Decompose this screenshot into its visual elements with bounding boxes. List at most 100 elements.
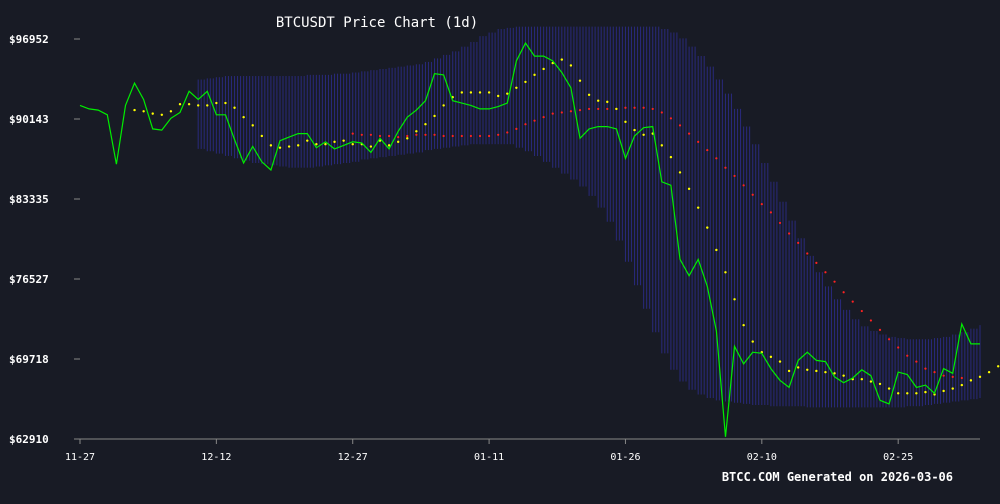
- x-axis-ticks: 11-27 12-12 12-27 01-11 01-26 02-10 02-25: [65, 439, 913, 463]
- long-ma-point: [824, 271, 827, 274]
- long-ma-point: [506, 131, 509, 134]
- volatility-band: [197, 26, 981, 408]
- long-ma-point: [578, 109, 582, 112]
- short-ma-point: [487, 91, 491, 94]
- short-ma-point: [615, 107, 618, 111]
- short-ma-point: [915, 392, 918, 395]
- short-ma-point: [787, 369, 791, 373]
- short-ma-point: [624, 120, 627, 124]
- short-ma-point: [524, 80, 527, 84]
- long-ma-point: [933, 371, 936, 374]
- short-ma-point: [596, 99, 600, 102]
- long-ma-point: [851, 300, 854, 303]
- short-ma-point: [669, 155, 673, 159]
- long-ma-point: [451, 134, 454, 138]
- long-ma-point: [960, 376, 963, 380]
- long-ma-point: [651, 107, 654, 111]
- long-ma-point: [551, 112, 554, 115]
- long-ma-point: [842, 291, 845, 294]
- long-ma-point: [415, 133, 418, 136]
- short-ma-point: [515, 86, 518, 89]
- short-ma-point: [469, 91, 473, 94]
- short-ma-point: [396, 140, 400, 144]
- short-ma-point: [569, 64, 573, 67]
- x-tick-label: 11-27: [65, 452, 95, 463]
- y-tick-label: $69718: [9, 353, 49, 366]
- short-ma-point: [906, 392, 909, 395]
- long-ma-point: [542, 116, 545, 119]
- long-ma-point: [360, 133, 363, 136]
- short-ma-point: [742, 323, 745, 327]
- x-tick-label: 02-10: [747, 452, 777, 463]
- long-ma-point: [924, 367, 927, 370]
- short-ma-point: [460, 91, 464, 94]
- long-ma-point: [706, 148, 709, 152]
- long-ma-point: [633, 106, 636, 109]
- short-ma-point: [496, 94, 500, 98]
- short-ma-point: [233, 106, 236, 109]
- x-tick-label: 12-27: [338, 452, 368, 463]
- long-ma-point: [869, 319, 873, 322]
- long-ma-point: [751, 193, 754, 196]
- long-ma-point: [524, 123, 527, 126]
- long-ma-point: [806, 252, 809, 255]
- long-ma-point: [724, 166, 727, 169]
- short-ma-point: [860, 377, 864, 381]
- short-ma-point: [278, 146, 282, 149]
- chart-title: BTCUSDT Price Chart (1d): [276, 15, 478, 31]
- x-tick-label: 12-12: [201, 452, 231, 463]
- long-moving-average-series: [351, 106, 963, 380]
- long-ma-point: [460, 134, 463, 138]
- short-ma-point: [806, 368, 809, 371]
- short-ma-point: [933, 393, 936, 396]
- short-ma-point: [687, 187, 691, 191]
- short-ma-point: [733, 298, 736, 301]
- short-ma-point: [433, 114, 436, 118]
- short-ma-point: [215, 101, 218, 105]
- y-axis-ticks: $96952 $90143 $83335 $76527 $69718 $62910: [9, 33, 80, 446]
- short-ma-point: [151, 112, 154, 115]
- short-ma-point: [606, 100, 609, 104]
- short-ma-point: [306, 139, 309, 142]
- long-ma-point: [687, 132, 691, 135]
- short-ma-point: [224, 101, 227, 105]
- long-ma-point: [769, 211, 773, 214]
- long-ma-point: [787, 232, 791, 235]
- long-ma-point: [442, 134, 445, 138]
- short-ma-point: [242, 115, 245, 119]
- short-ma-point: [142, 110, 145, 113]
- short-ma-point: [633, 128, 636, 132]
- y-tick-label: $76527: [9, 273, 49, 286]
- long-ma-point: [487, 134, 491, 138]
- short-ma-point: [778, 360, 782, 363]
- short-ma-point: [924, 390, 927, 394]
- short-ma-point: [533, 73, 536, 77]
- long-ma-point: [369, 133, 373, 136]
- long-ma-point: [797, 241, 800, 244]
- long-ma-point: [669, 117, 673, 120]
- short-ma-point: [951, 387, 954, 390]
- short-ma-point: [960, 383, 964, 387]
- long-ma-point: [397, 136, 400, 139]
- y-tick-label: $62910: [9, 433, 49, 446]
- short-ma-point: [978, 375, 982, 379]
- short-ma-point: [824, 370, 827, 374]
- short-ma-point: [415, 130, 418, 133]
- short-ma-point: [351, 142, 354, 146]
- short-ma-point: [842, 374, 845, 377]
- short-ma-point: [260, 134, 264, 138]
- long-ma-point: [778, 221, 782, 225]
- short-moving-average-series: [133, 58, 1000, 396]
- long-ma-point: [915, 360, 918, 363]
- short-ma-point: [751, 340, 754, 343]
- long-ma-point: [569, 110, 573, 113]
- short-ma-point: [251, 124, 254, 127]
- short-ma-point: [187, 103, 191, 106]
- y-tick-label: $83335: [9, 193, 49, 206]
- short-ma-point: [315, 142, 318, 146]
- short-ma-point: [578, 79, 582, 82]
- long-ma-point: [815, 261, 818, 264]
- long-ma-point: [715, 157, 718, 160]
- price-line: [79, 41, 980, 437]
